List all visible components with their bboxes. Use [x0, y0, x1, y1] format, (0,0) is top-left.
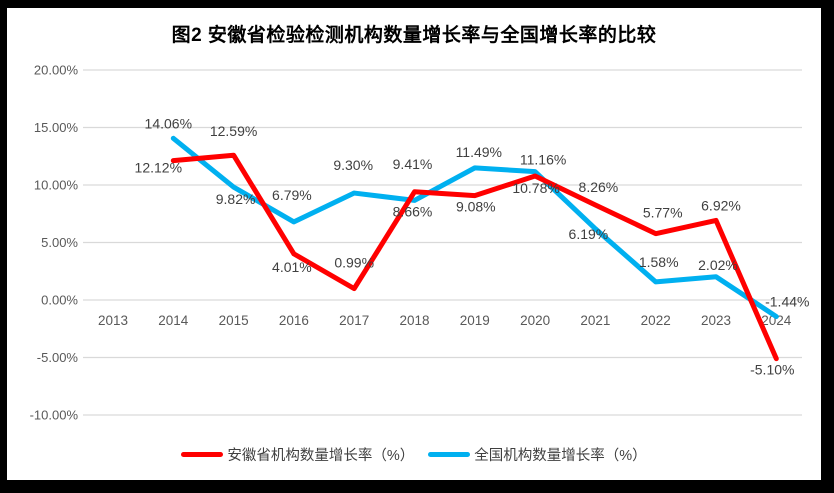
y-tick-label: 0.00%: [41, 293, 78, 308]
y-tick-label: 10.00%: [34, 178, 79, 193]
data-label-national-2016: 6.79%: [272, 187, 312, 203]
x-tick-label: 2023: [701, 313, 731, 328]
data-label-anhui-2014: 12.12%: [135, 160, 182, 176]
data-label-national-2023: 2.02%: [698, 257, 738, 273]
legend-line-national-icon: [428, 452, 471, 457]
data-label-national-2024: -1.44%: [765, 294, 809, 310]
data-label-national-2017: 9.30%: [333, 157, 373, 173]
legend-item-anhui: 安徽省机构数量增长率（%）: [181, 444, 414, 465]
data-label-anhui-2022: 5.77%: [643, 205, 683, 221]
x-tick-label: 2022: [641, 313, 671, 328]
data-label-anhui-2023: 6.92%: [701, 197, 741, 213]
x-tick-label: 2013: [98, 313, 128, 328]
series-line-anhui: [170, 152, 779, 362]
y-tick-label: -10.00%: [30, 408, 79, 423]
data-label-national-2014: 14.06%: [145, 115, 192, 131]
x-tick-label: 2017: [339, 313, 369, 328]
data-label-national-2021: 6.19%: [569, 226, 609, 242]
legend-item-national: 全国机构数量增长率（%）: [428, 444, 647, 465]
data-label-national-2019: 11.49%: [456, 144, 502, 160]
y-tick-label: 20.00%: [34, 63, 79, 78]
chart-area: 图2 安徽省检验检测机构数量增长率与全国增长率的比较 20.00% 15.00% 1…: [7, 8, 821, 480]
legend-label-anhui: 安徽省机构数量增长率（%）: [227, 448, 415, 464]
plot-canvas: 20.00% 15.00% 10.00% 5.00% 0.00% -5.00% -10.00…: [30, 63, 810, 423]
x-tick-label: 2020: [520, 313, 550, 328]
chart-legend: 安徽省机构数量增长率（%） 全国机构数量增长率（%）: [7, 444, 821, 465]
data-label-anhui-2015: 12.59%: [210, 123, 257, 139]
legend-line-anhui-icon: [181, 452, 224, 457]
x-tick-label: 2016: [279, 313, 309, 328]
y-tick-label: 5.00%: [41, 235, 78, 250]
data-label-anhui-2024: -5.10%: [750, 362, 794, 378]
y-tick-label: -5.00%: [37, 350, 79, 365]
chart-title: 图2 安徽省检验检测机构数量增长率与全国增长率的比较: [171, 25, 657, 46]
x-tick-label: 2018: [399, 313, 429, 328]
data-label-anhui-2016: 4.01%: [272, 259, 312, 275]
x-tick-label: 2024: [761, 313, 792, 328]
x-tick-label: 2014: [158, 313, 189, 328]
data-label-national-2022: 1.58%: [639, 254, 679, 270]
legend-label-national: 全国机构数量增长率（%）: [474, 448, 647, 464]
series-line-national: [170, 135, 779, 320]
x-tick-label: 2021: [580, 313, 610, 328]
data-label-anhui-2020: 10.78%: [512, 180, 559, 196]
data-label-national-2020: 11.16%: [520, 152, 566, 168]
data-label-national-2018: 8.66%: [393, 203, 433, 219]
x-tick-label: 2019: [460, 313, 490, 328]
data-label-national-2015: 9.82%: [216, 191, 256, 207]
data-label-anhui-2017: 0.99%: [334, 255, 374, 271]
data-label-anhui-2019: 9.08%: [456, 199, 496, 215]
x-tick-label: 2015: [219, 313, 249, 328]
data-label-anhui-2021: 8.26%: [579, 179, 619, 195]
data-label-anhui-2018: 9.41%: [393, 156, 433, 172]
y-tick-label: 15.00%: [34, 120, 79, 135]
